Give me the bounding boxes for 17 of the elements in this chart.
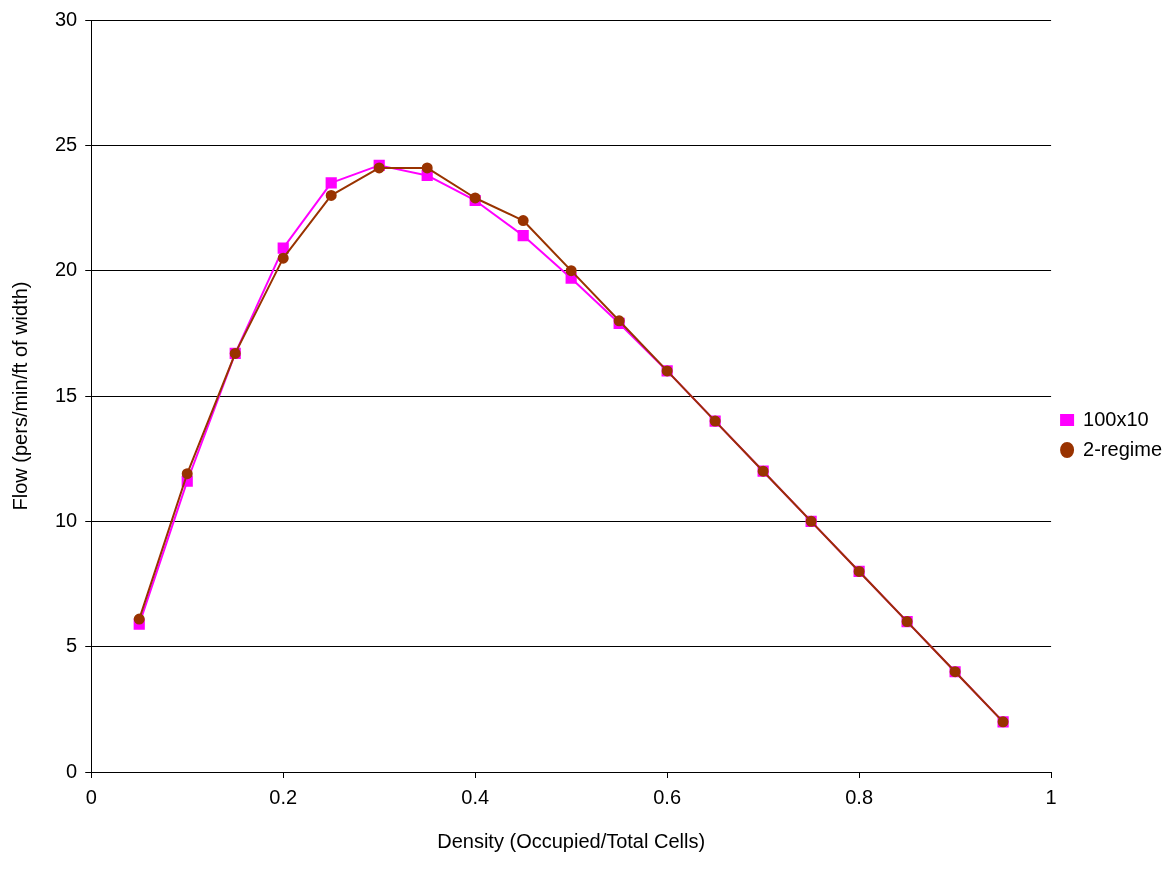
y-tick-label: 10 <box>55 508 78 531</box>
x-tick-label: 0 <box>85 785 97 808</box>
x-tick-label: 0.4 <box>461 785 490 808</box>
x-tick-label: 0.8 <box>845 785 874 808</box>
legend-label: 100x10 <box>1083 407 1149 430</box>
y-axis-title: Flow (pers/min/ft of width) <box>8 281 31 511</box>
y-tick-label: 25 <box>55 132 78 155</box>
y-tick-label: 0 <box>66 759 78 782</box>
x-tick-label: 0.2 <box>269 785 298 808</box>
x-tick-label: 0.6 <box>653 785 682 808</box>
y-tick-label: 15 <box>55 383 78 406</box>
x-axis-title: Density (Occupied/Total Cells) <box>437 829 706 852</box>
y-tick-label: 20 <box>55 258 78 281</box>
legend-label: 2-regime <box>1083 437 1163 460</box>
y-tick-label: 5 <box>66 634 78 657</box>
y-tick-label: 30 <box>55 7 78 30</box>
x-tick-label: 1 <box>1045 785 1057 808</box>
